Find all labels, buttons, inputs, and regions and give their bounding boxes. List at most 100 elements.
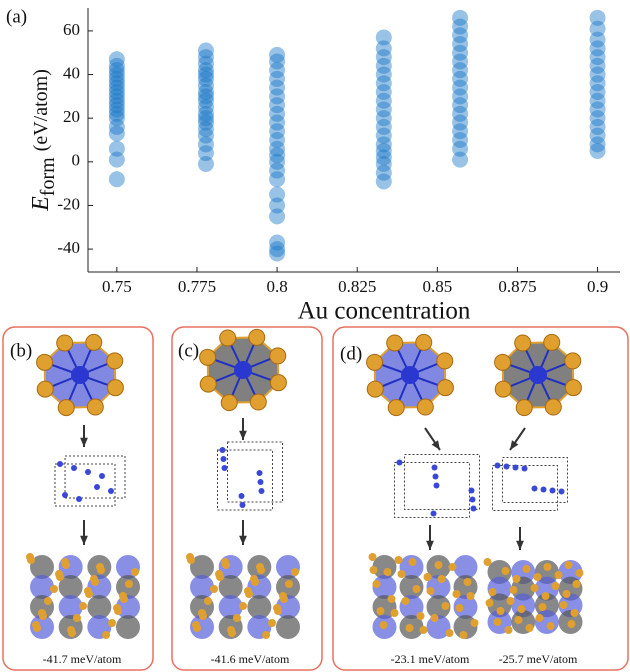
atom	[57, 461, 63, 467]
gold-atom	[57, 335, 73, 351]
atom	[522, 466, 528, 472]
unit-cell	[55, 464, 115, 506]
atom	[259, 488, 265, 494]
atom	[258, 479, 264, 485]
unit-cell	[503, 458, 568, 503]
gold-atom	[222, 561, 230, 569]
gold-atom	[388, 400, 404, 416]
panel-label: (d)	[340, 343, 362, 364]
gold-atom	[406, 624, 414, 632]
gold-atom	[489, 588, 497, 596]
gold-atom	[453, 590, 461, 598]
atom	[559, 489, 565, 495]
gold-atom	[531, 584, 539, 592]
gold-atom	[233, 614, 241, 622]
y-label-sub: form	[37, 157, 59, 196]
poly	[116, 615, 140, 639]
gold-atom	[204, 597, 212, 605]
energy-label: -41.7 meV/atom	[43, 652, 122, 666]
gold-atom	[560, 601, 568, 609]
gold-atom	[544, 334, 560, 350]
gold-atom	[107, 353, 123, 369]
center-atom	[71, 366, 89, 384]
gold-atom	[552, 582, 560, 590]
gold-atom	[409, 558, 417, 566]
unit-cell	[65, 456, 125, 498]
gold-atom	[85, 590, 93, 598]
y-tick-label: -40	[57, 238, 80, 257]
gold-atom	[210, 585, 218, 593]
point	[590, 10, 606, 26]
gold-atom	[486, 599, 494, 607]
gold-atom	[507, 597, 515, 605]
atom	[532, 486, 538, 492]
gold-atom	[377, 607, 385, 615]
gold-atom	[413, 585, 421, 593]
x-tick-label: 0.825	[338, 277, 376, 296]
gold-atom	[534, 573, 542, 581]
gold-atom	[442, 602, 450, 610]
gold-atom	[58, 400, 74, 416]
gold-atom	[245, 590, 253, 598]
arrow-head	[432, 440, 440, 450]
atom	[221, 456, 227, 462]
gold-atom	[446, 629, 454, 637]
gold-atom	[131, 568, 139, 576]
center-atom	[529, 366, 547, 384]
point	[198, 43, 214, 59]
gold-atom	[495, 354, 511, 370]
gold-atom	[367, 381, 383, 397]
gold-atom	[280, 595, 288, 603]
arrow-head	[239, 431, 247, 440]
gold-atom	[37, 354, 53, 370]
unit-cell	[228, 442, 283, 502]
gold-atom	[497, 607, 505, 615]
atom	[397, 460, 403, 466]
atom	[432, 465, 438, 471]
gold-atom	[33, 624, 41, 632]
point	[109, 141, 125, 157]
point	[376, 29, 392, 45]
gold-atom	[37, 381, 53, 397]
atom	[220, 447, 226, 453]
gold-atom	[437, 353, 453, 369]
gold-atom	[417, 399, 433, 415]
gold-atom	[285, 580, 293, 588]
atom	[550, 488, 556, 494]
point	[269, 187, 285, 203]
gold-atom	[120, 595, 128, 603]
gold-atom	[87, 399, 103, 415]
gold-atom	[437, 380, 453, 396]
gold-atom	[73, 614, 81, 622]
gold-atom	[495, 381, 511, 397]
y-tick-label: 20	[63, 107, 80, 126]
gold-atom	[513, 575, 521, 583]
gold-atom	[565, 561, 573, 569]
gold-atom	[395, 556, 403, 564]
point	[452, 10, 468, 26]
gold-atom	[555, 571, 563, 579]
gold-atom	[86, 334, 102, 350]
x-tick-label: 0.775	[178, 277, 216, 296]
gold-atom	[62, 561, 70, 569]
gold-atom	[39, 612, 47, 620]
panel-label: (b)	[10, 340, 32, 361]
gold-atom	[249, 329, 265, 345]
gold-atom	[97, 566, 105, 574]
atom	[71, 465, 77, 471]
point	[269, 47, 285, 63]
gold-atom	[515, 335, 531, 351]
gold-atom	[221, 395, 237, 411]
gold-atom	[384, 568, 392, 576]
y-tick-label: -20	[57, 194, 80, 213]
y-tick-label: 60	[63, 20, 80, 39]
gold-atom	[438, 575, 446, 583]
x-axis-label: Au concentration	[298, 298, 471, 325]
gold-atom	[420, 626, 428, 634]
gold-atom	[467, 592, 475, 600]
gold-atom	[391, 609, 399, 617]
atom	[434, 483, 440, 489]
gold-atom	[398, 570, 406, 578]
gold-atom	[262, 631, 270, 639]
gold-atom	[417, 612, 425, 620]
